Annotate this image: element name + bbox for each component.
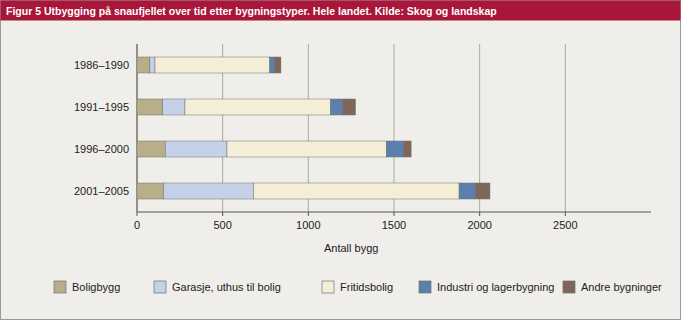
category-label: 1991–1995	[74, 101, 129, 113]
tick-mark	[308, 212, 309, 216]
bar-segment	[165, 141, 227, 157]
legend-label: Industri og lagerbygning	[437, 281, 554, 293]
tick-label: 1500	[382, 219, 406, 231]
legend-swatch	[54, 281, 66, 293]
tick-mark	[479, 212, 480, 216]
bar-segment	[150, 57, 155, 73]
bar-segment	[270, 57, 275, 73]
bar-segment	[475, 183, 490, 199]
legend-swatch	[154, 281, 166, 293]
tick-mark	[394, 212, 395, 216]
chart-container: Figur 5 Utbygging på snaufjellet over ti…	[0, 0, 681, 320]
bar-segment	[155, 57, 270, 73]
grid-line	[565, 44, 566, 212]
bar-segment	[164, 183, 254, 199]
legend-swatch	[322, 281, 334, 293]
bar-segment	[331, 99, 343, 115]
tick-label: 2000	[467, 219, 491, 231]
panel	[1, 1, 681, 320]
legend-label: Boligbygg	[72, 281, 120, 293]
title: Figur 5 Utbygging på snaufjellet over ti…	[6, 5, 497, 17]
tick-label: 1000	[296, 219, 320, 231]
tick-label: 2500	[553, 219, 577, 231]
legend: Boligbygg Garasje, uthus til bolig Fritids…	[54, 281, 662, 293]
category-label: 1986–1990	[74, 59, 129, 71]
bar-segment	[254, 183, 460, 199]
category-label: 1996–2000	[74, 143, 129, 155]
bar-segment	[227, 141, 386, 157]
bar-segment	[137, 57, 150, 73]
legend-label: Andre bygninger	[581, 281, 662, 293]
bar-segment	[137, 99, 163, 115]
category-label: 2001–2005	[74, 185, 129, 197]
bar-segment	[386, 141, 403, 157]
legend-label: Fritidsbolig	[340, 281, 393, 293]
title-band	[1, 1, 681, 21]
bar-segment	[137, 141, 165, 157]
bar-segment	[163, 99, 185, 115]
legend-swatch	[419, 281, 431, 293]
tick-mark	[137, 212, 138, 216]
bar-segment	[275, 57, 281, 73]
bar-segment	[137, 183, 164, 199]
x-axis-title: Antall bygg	[324, 242, 378, 254]
legend-swatch	[563, 281, 575, 293]
x-axis-line	[137, 212, 651, 213]
bar-segment	[403, 141, 411, 157]
legend-label: Garasje, uthus til bolig	[172, 281, 281, 293]
tick-label: 0	[134, 219, 140, 231]
tick-mark	[565, 212, 566, 216]
bar-segment	[343, 99, 356, 115]
tick-label: 500	[213, 219, 231, 231]
tick-mark	[222, 212, 223, 216]
bars	[137, 57, 490, 199]
bar-segment	[459, 183, 475, 199]
bar-segment	[185, 99, 331, 115]
chart-svg: Figur 5 Utbygging på snaufjellet over ti…	[0, 0, 681, 320]
